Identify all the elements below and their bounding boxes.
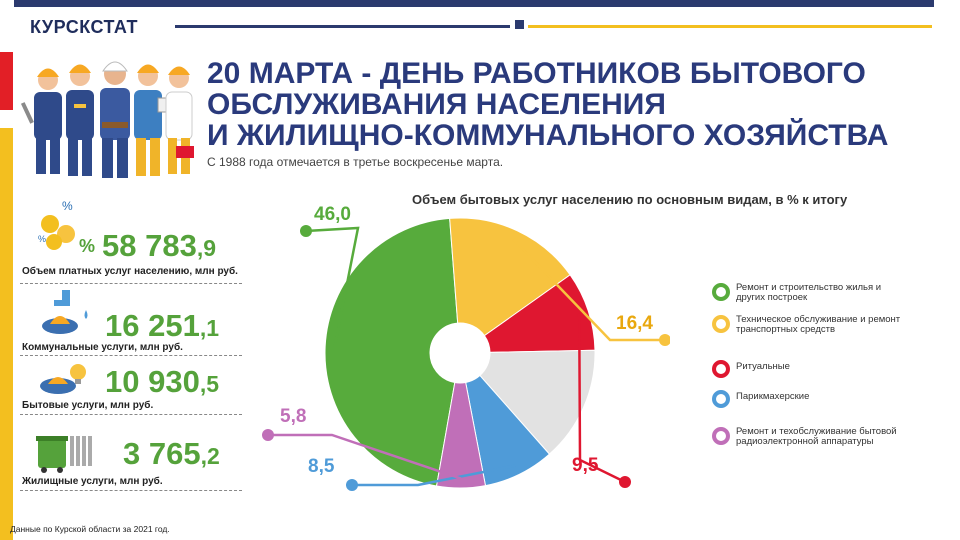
legend-marker [712,427,730,445]
divider [20,490,242,491]
divider [20,355,242,356]
legend-label: Ритуальные [736,361,790,372]
svg-text:%: % [62,199,73,213]
utilities-icon [42,290,88,334]
svg-text:%: % [38,234,46,244]
pie-slice [324,217,459,487]
stat-value-utilities: 16 251,1 [105,308,219,344]
workers-illustration [20,61,194,178]
callout-line [577,313,626,484]
legend-marker [712,315,730,333]
callout-dot [346,479,358,491]
legend-label: Ремонт и техобслуживание бытовой радиоэл… [736,426,897,447]
stat-dec: ,9 [196,235,217,261]
side-accent-red [0,52,13,110]
callout-dot [300,225,312,237]
headline: 20 МАРТА - ДЕНЬ РАБОТНИКОВ БЫТОВОГО ОБСЛ… [207,58,947,151]
footnote: Данные по Курской области за 2021 год. [10,524,170,534]
header-square [515,20,524,29]
stat-int: 3 765 [123,436,201,471]
legend-label: Ремонт и строительство жилья и других по… [736,282,882,303]
pie-slice [449,217,571,337]
legend-label: Техническое обслуживание и ремонт трансп… [736,314,901,335]
header-rule-yellow [528,25,932,28]
worker-5 [165,66,194,174]
side-accent-yellow [0,128,13,540]
worker-3 [100,61,130,178]
legend-marker [712,283,730,301]
stat-dec: ,5 [199,371,220,397]
data-label: 8,5 [308,456,335,477]
callout-line [512,238,665,342]
legend-marker [712,360,730,378]
housing-icon [36,436,92,473]
top-bar [14,0,934,7]
stat-value-household: 10 930,5 [105,364,219,400]
stat-label-household: Бытовые услуги, млн руб. [22,400,154,411]
stat-value-paid-services: 58 783,9 [102,228,216,264]
data-label: 5,8 [280,406,306,427]
stat-label-utilities: Коммунальные услуги, млн руб. [22,342,183,353]
stat-int: 58 783 [102,228,197,263]
headline-line-2: ОБСЛУЖИВАНИЯ НАСЕЛЕНИЯ [207,88,666,121]
stat-value-housing: 3 765,2 [123,436,220,472]
pie-slice [479,349,596,455]
chart-title: Объем бытовых услуг населению по основны… [412,192,848,207]
divider [20,283,242,284]
coins-percent-icon: % % % [38,199,95,256]
stat-int: 10 930 [105,364,200,399]
headline-line-3: И ЖИЛИЩНО-КОММУНАЛЬНОГО ХОЗЯЙСТВА [207,119,889,152]
stat-label-paid-services: Объем платных услуг населению, млн руб. [22,266,238,277]
stat-dec: ,1 [199,315,220,341]
stat-label-housing: Жилищные услуги, млн руб. [22,476,163,487]
pie-slice [435,381,487,489]
stat-int: 16 251 [105,308,200,343]
data-label: 9,5 [572,455,599,476]
callout-dot [619,476,631,488]
worker-2 [66,64,94,176]
legend-label: Парикмахерские [736,391,810,402]
data-label: 16,4 [616,313,653,334]
stat-dec: ,2 [200,443,220,469]
data-label: 46,0 [314,204,351,225]
worker-1 [20,68,62,174]
svg-text:%: % [79,236,95,256]
callout-dot [659,334,670,346]
worker-4 [134,64,169,176]
header-rule-navy [175,25,510,28]
legend-marker [712,390,730,408]
brand-title: КУРСКСТАТ [30,17,138,37]
divider [20,414,242,415]
subtitle: С 1988 года отмечается в третье воскресе… [207,155,504,169]
callout-line [305,226,360,348]
household-services-icon [40,364,86,394]
callout-line [352,464,516,487]
headline-line-1: 20 МАРТА - ДЕНЬ РАБОТНИКОВ БЫТОВОГО [207,57,866,90]
callout-line [268,433,462,480]
pie-chart: 46,0 16,4 9,5 8,5 5,8 [262,204,670,491]
callout-dot [262,429,274,441]
